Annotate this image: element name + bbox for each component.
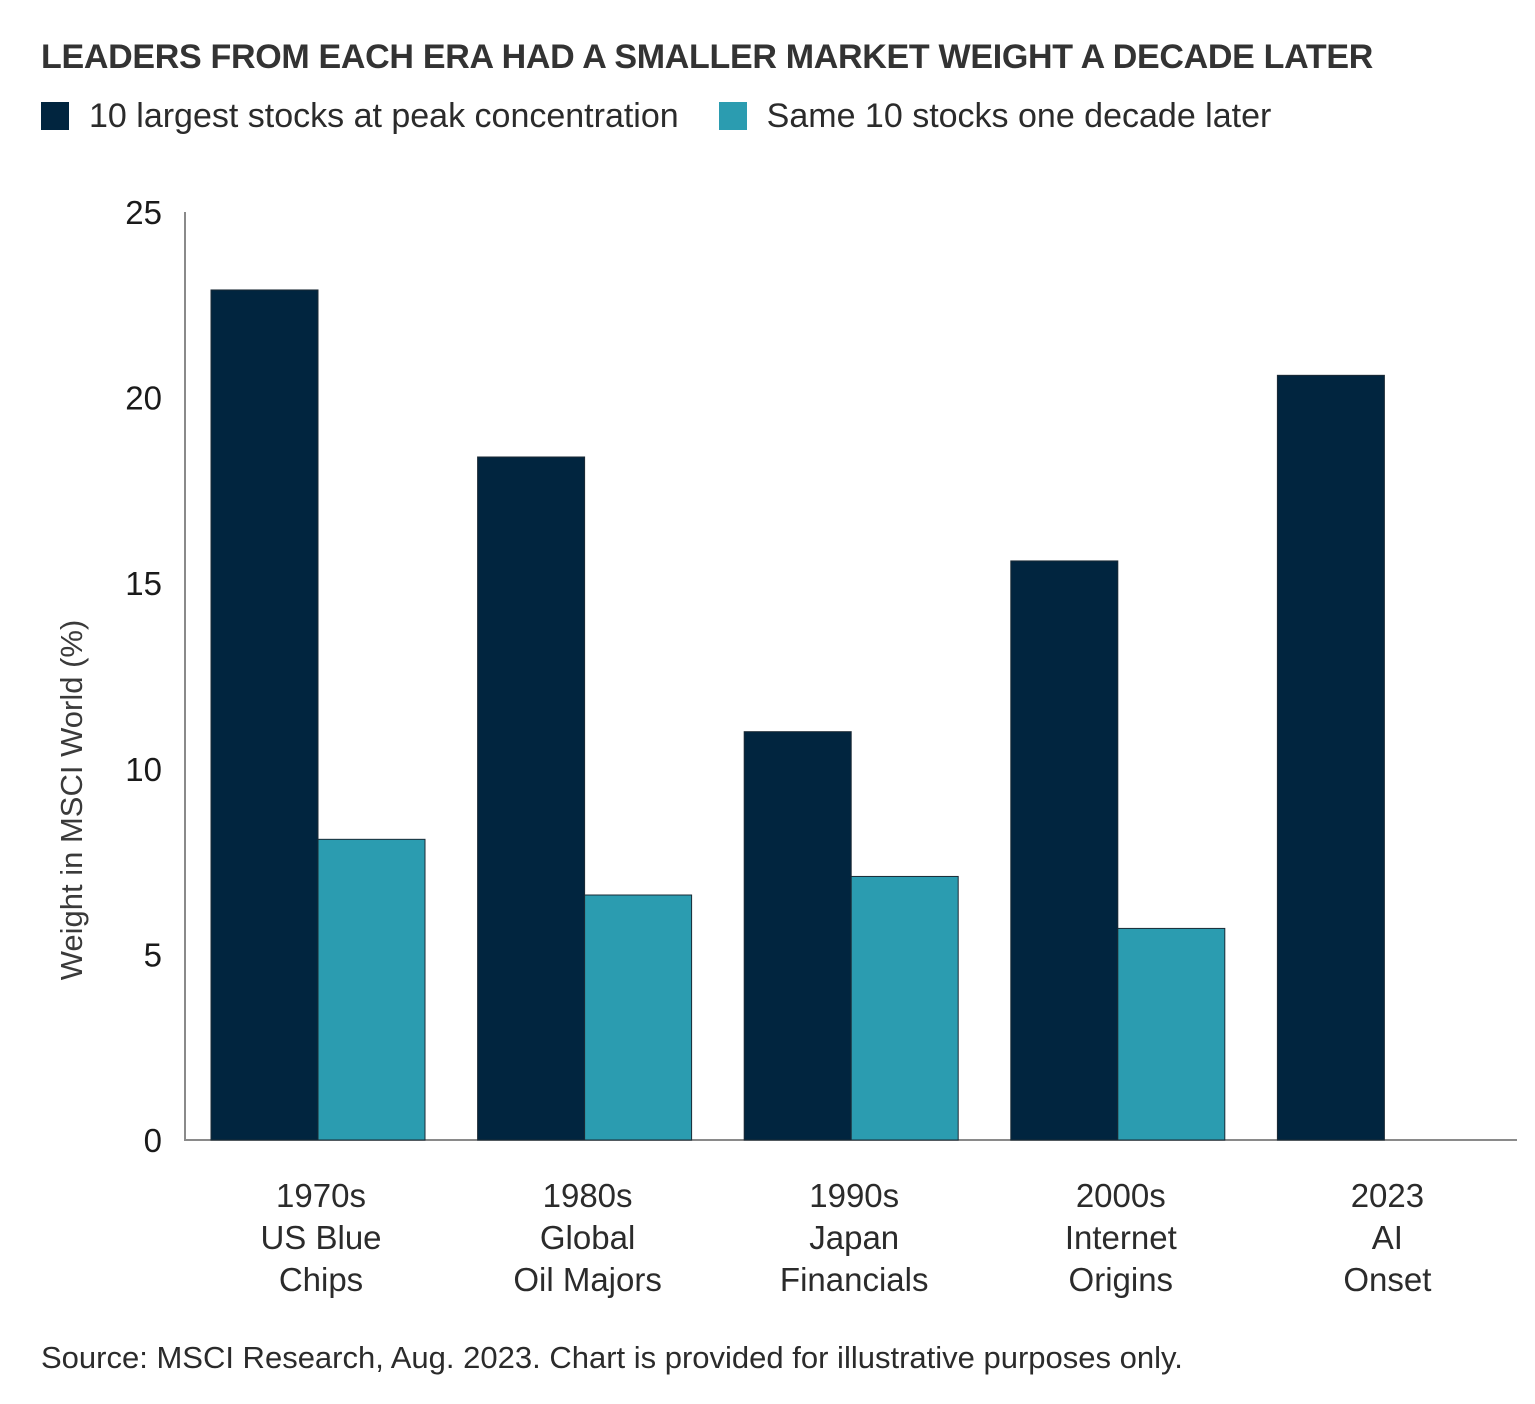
y-axis-title: Weight in MSCI World (%) bbox=[54, 620, 89, 981]
legend-swatch-decade-later bbox=[718, 102, 747, 130]
x-tick-label: Financials bbox=[780, 1261, 929, 1298]
legend-swatch-peak bbox=[41, 102, 69, 130]
bar-decade-later-1 bbox=[584, 894, 693, 1141]
x-tick-label: Origins bbox=[1069, 1261, 1174, 1298]
bar-decade-later-2 bbox=[850, 875, 959, 1141]
y-tick-label: 20 bbox=[125, 380, 162, 417]
x-tick-label: Chips bbox=[279, 1261, 363, 1298]
x-tick-label: Oil Majors bbox=[513, 1261, 662, 1298]
x-tick-label: 1990s bbox=[809, 1177, 899, 1214]
x-tick-label: 1980s bbox=[543, 1177, 633, 1214]
x-tick-label: AI bbox=[1372, 1219, 1403, 1256]
chart-title: LEADERS FROM EACH ERA HAD A SMALLER MARK… bbox=[41, 38, 1373, 76]
bar-peak-2 bbox=[743, 731, 852, 1141]
x-tick-label: Japan bbox=[809, 1219, 899, 1256]
y-tick-label: 10 bbox=[125, 751, 162, 788]
chart-legend: 10 largest stocks at peak concentration … bbox=[41, 96, 1311, 136]
legend-label-decade-later: Same 10 stocks one decade later bbox=[766, 96, 1272, 135]
y-tick-label: 5 bbox=[144, 936, 162, 973]
x-tick-label: 1970s bbox=[276, 1177, 366, 1214]
y-tick-label: 0 bbox=[144, 1122, 162, 1159]
y-tick-label: 25 bbox=[125, 194, 162, 231]
bar-peak-4 bbox=[1276, 374, 1385, 1141]
x-tick-label: Internet bbox=[1065, 1219, 1177, 1256]
y-tick-label: 15 bbox=[125, 565, 162, 602]
x-tick-label: Global bbox=[540, 1219, 635, 1256]
bar-peak-3 bbox=[1010, 560, 1119, 1141]
legend-item-decade-later: Same 10 stocks one decade later bbox=[718, 96, 1272, 136]
x-tick-label: US Blue bbox=[260, 1219, 381, 1256]
x-tick-label: 2000s bbox=[1076, 1177, 1166, 1214]
legend-item-peak: 10 largest stocks at peak concentration bbox=[41, 97, 679, 136]
x-tick-label: 2023 bbox=[1351, 1177, 1424, 1214]
x-tick-label: Onset bbox=[1343, 1261, 1431, 1298]
legend-label-peak: 10 largest stocks at peak concentration bbox=[89, 96, 679, 135]
source-note: Source: MSCI Research, Aug. 2023. Chart … bbox=[41, 1340, 1183, 1375]
bar-peak-0 bbox=[210, 289, 319, 1141]
bar-peak-1 bbox=[477, 456, 586, 1141]
bar-decade-later-3 bbox=[1117, 927, 1226, 1141]
bar-decade-later-0 bbox=[317, 838, 426, 1141]
bar-chart: 0 5 10 15 20 25 Weight in MSCI World (%) 1970s U… bbox=[54, 194, 1517, 1298]
